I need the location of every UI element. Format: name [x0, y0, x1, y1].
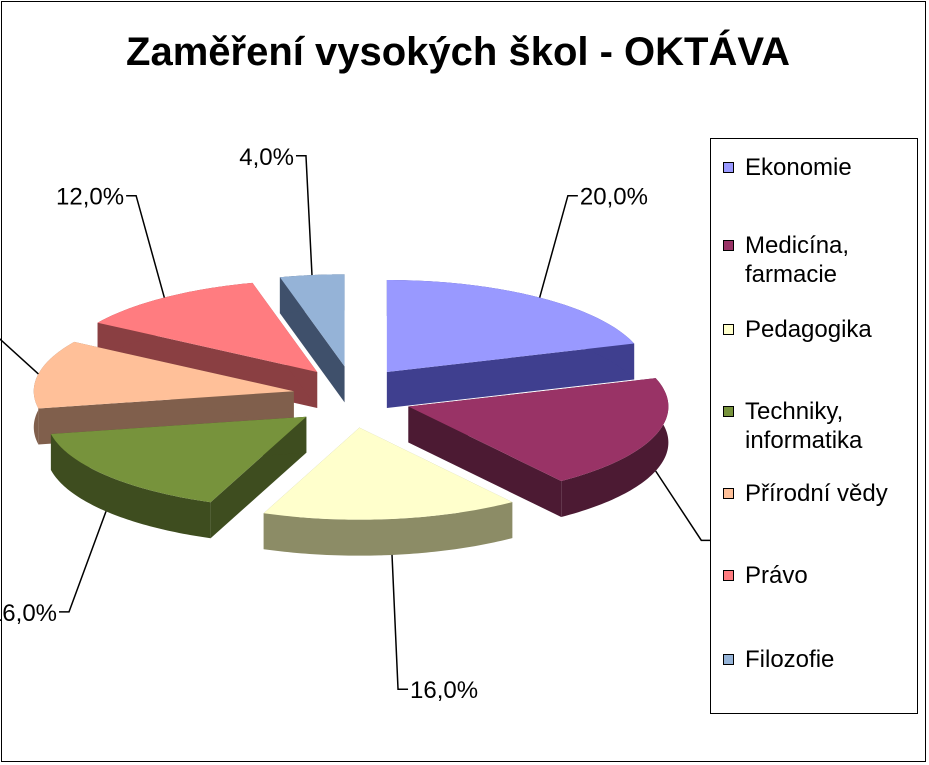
leader-line-6	[126, 194, 166, 298]
legend-label: Techniky, informatika	[745, 398, 863, 454]
value-label-7: 4,0%	[239, 144, 294, 171]
leader-line-2	[655, 470, 712, 542]
value-label-1: 20,0%	[580, 184, 648, 211]
pie-slice-7	[279, 274, 345, 403]
value-label-6: 12,0%	[56, 184, 124, 211]
legend-label: Pedagogika	[745, 316, 872, 343]
leader-line-5	[0, 338, 39, 375]
legend-swatch	[723, 488, 734, 499]
legend-swatch	[723, 654, 734, 665]
legend-label: Filozofie	[745, 646, 835, 673]
chart-title: Zaměření vysokých škol - OKTÁVA	[126, 30, 790, 74]
chart-legend: Ekonomie Medicína, farmacie Pedagogika Tech…	[710, 138, 918, 714]
legend-swatch	[723, 570, 734, 581]
legend-swatch	[723, 240, 734, 251]
pie-slice-3	[263, 427, 513, 556]
legend-label: Ekonomie	[745, 154, 852, 181]
pie-slice-2	[408, 378, 669, 517]
legend-swatch	[723, 162, 734, 173]
legend-label: Právo	[745, 562, 808, 589]
pie-slice-1	[386, 279, 635, 408]
leader-line-4	[59, 511, 107, 613]
legend-label: Přírodní vědy	[745, 480, 888, 507]
leader-line-3	[391, 554, 409, 690]
leader-line-1	[538, 194, 578, 298]
pie-slice-4	[50, 416, 307, 539]
legend-swatch	[723, 406, 734, 417]
value-label-4: 16,0%	[0, 600, 57, 627]
legend-swatch	[723, 324, 734, 335]
value-label-3: 16,0%	[410, 677, 478, 704]
legend-label: Medicína, farmacie	[745, 232, 850, 288]
leader-line-7	[295, 155, 313, 276]
